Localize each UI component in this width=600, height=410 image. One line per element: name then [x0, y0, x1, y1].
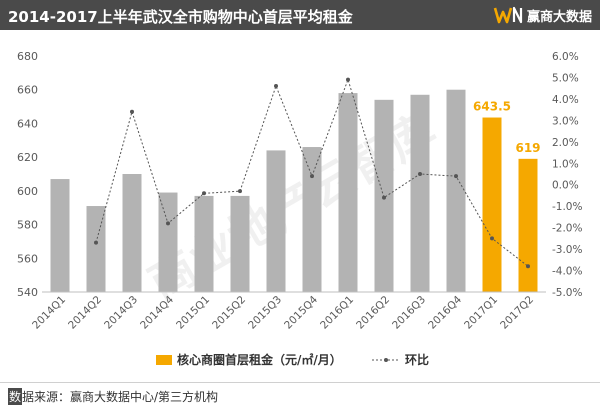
mom-point-2015Q1: [202, 191, 206, 196]
x-tick-2015Q2: 2015Q2: [210, 294, 248, 332]
mom-point-2016Q2: [382, 195, 386, 200]
x-tick-2016Q4: 2016Q4: [426, 293, 464, 331]
y-left-tick: 580: [17, 219, 38, 232]
y-left-tick: 600: [17, 185, 38, 198]
y-right-tick: 5.0%: [552, 72, 579, 84]
bar-2017Q1: [482, 117, 502, 293]
brand-name: 赢商大数据: [526, 9, 592, 25]
bar-2015Q4: [302, 147, 322, 292]
y-right-tick: 1.0%: [552, 158, 579, 170]
y-left-tick: 620: [17, 151, 38, 164]
mom-point-2014Q2: [94, 240, 98, 245]
y-left-tick: 660: [17, 84, 38, 97]
y-left-tick: 560: [17, 252, 38, 265]
source-first-char: 数: [8, 388, 23, 405]
bar-2015Q1: [194, 195, 214, 292]
y-right-tick: 6.0%: [552, 51, 579, 63]
source-text: 据来源：赢商大数据中心/第三方机构: [22, 390, 219, 404]
legend-swatch-rent: [156, 355, 172, 365]
brand-logo: 赢商大数据: [493, 4, 592, 26]
y-right-tick: 2.0%: [552, 137, 579, 149]
data-label-2017Q2: 619: [515, 141, 540, 155]
watermark-text: 商业地产云智库: [139, 102, 445, 310]
y-right-tick: -1.0%: [552, 201, 582, 213]
y-right-tick: -3.0%: [552, 244, 582, 256]
mom-point-2015Q4: [310, 174, 314, 179]
mom-point-2016Q1: [346, 77, 350, 82]
mom-point-2017Q1: [490, 236, 494, 241]
x-tick-2015Q4: 2015Q4: [282, 293, 320, 331]
mom-point-2015Q3: [274, 84, 278, 89]
bar-2016Q3: [410, 94, 430, 293]
y-right-tick: 0.0%: [552, 180, 579, 192]
rent-chart: 商业地产云智库 643.5 619 540 560 580 600 620 640 660 68…: [17, 50, 582, 367]
x-tick-2017Q2: 2017Q2: [498, 294, 536, 332]
y-right-tick: -5.0%: [552, 287, 582, 299]
data-source: 数据来源：赢商大数据中心/第三方机构: [8, 388, 218, 405]
x-tick-2016Q1: 2016Q1: [318, 294, 356, 332]
mom-point-2015Q2: [238, 189, 242, 194]
bar-2014Q1: [50, 179, 70, 292]
x-tick-2014Q1: 2014Q1: [30, 294, 68, 332]
chart-title: 2014-2017上半年武汉全市购物中心首层平均租金: [8, 8, 353, 26]
y-right-tick: -2.0%: [552, 223, 582, 235]
legend-label-mom: 环比: [405, 352, 429, 367]
mom-point-2014Q3: [130, 109, 134, 114]
bar-2015Q2: [230, 195, 250, 292]
legend-label-rent: 核心商圈首层租金（元/㎡/月）: [177, 352, 342, 367]
x-tick-2017Q1: 2017Q1: [462, 294, 500, 332]
x-tick-2016Q2: 2016Q2: [354, 294, 392, 332]
x-tick-2014Q4: 2014Q4: [138, 293, 176, 331]
y-right-tick: -4.0%: [552, 266, 582, 278]
data-label-2017Q1: 643.5: [473, 100, 511, 114]
y-left-tick: 640: [17, 117, 38, 130]
bar-2014Q4: [158, 192, 178, 292]
y-right-tick: 4.0%: [552, 94, 579, 106]
bar-2016Q4: [446, 89, 466, 292]
mom-point-2016Q4: [454, 174, 458, 179]
bar-2017Q2: [518, 158, 538, 292]
bar-2014Q3: [122, 174, 142, 292]
bar-2014Q2: [86, 206, 106, 292]
mom-point-2014Q4: [166, 221, 170, 226]
bar-2015Q3: [266, 150, 286, 292]
x-tick-2016Q3: 2016Q3: [390, 294, 428, 332]
x-tick-2015Q3: 2015Q3: [246, 294, 284, 332]
bar-2016Q1: [338, 93, 358, 292]
x-tick-2014Q3: 2014Q3: [102, 294, 140, 332]
footer-divider: [0, 382, 600, 383]
mom-point-2016Q3: [418, 172, 422, 176]
win-logo-icon: [493, 6, 523, 24]
y-right-tick: 3.0%: [552, 115, 579, 127]
x-tick-2014Q2: 2014Q2: [66, 294, 104, 332]
legend-marker-mom: [384, 358, 388, 362]
y-left-tick: 680: [17, 50, 38, 63]
mom-point-2017Q2: [526, 264, 530, 269]
y-left-tick: 540: [17, 286, 38, 299]
chart-header: 2014-2017上半年武汉全市购物中心首层平均租金 赢商大数据: [0, 0, 600, 30]
